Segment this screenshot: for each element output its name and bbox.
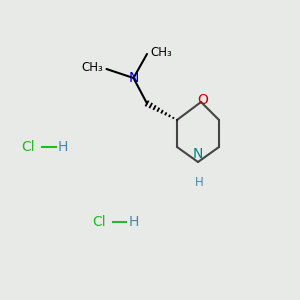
Text: H: H [58,140,68,154]
Text: CH₃: CH₃ [81,61,103,74]
Text: N: N [128,71,139,85]
Text: O: O [197,93,208,106]
Text: N: N [193,146,203,161]
Text: CH₃: CH₃ [151,46,172,59]
Text: Cl: Cl [92,215,106,229]
Text: H: H [128,215,139,229]
Text: Cl: Cl [22,140,35,154]
Text: H: H [195,176,204,188]
